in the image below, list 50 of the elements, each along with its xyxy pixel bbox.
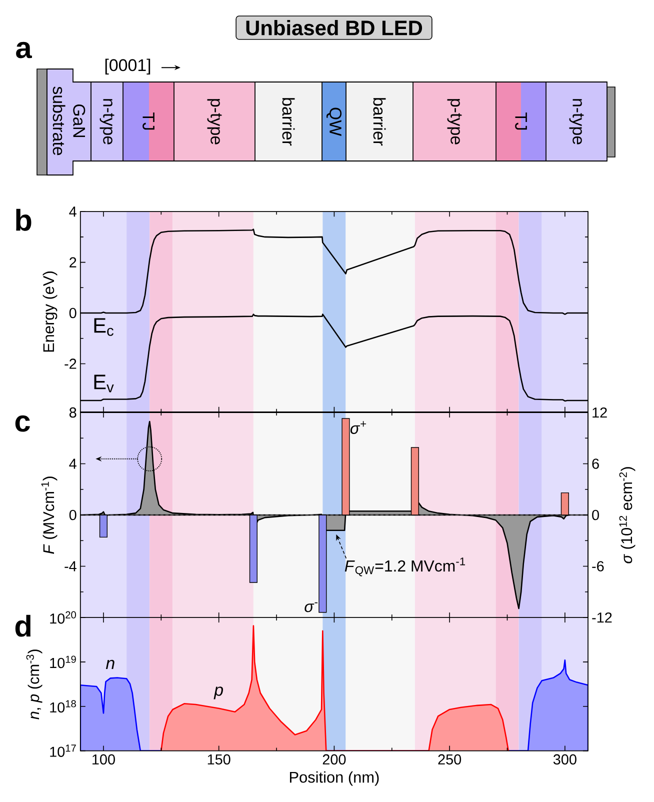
category-label: p-type [207, 99, 222, 144]
category-label: TJ [142, 112, 154, 130]
x-tick-label: 300 [553, 754, 576, 765]
chart-title: c [15, 415, 30, 432]
y2-tick-label: 6 [592, 458, 599, 469]
y2-axis-title: σ (10$^{12}$ ecm$^{-2}$) [619, 467, 636, 564]
category-label: barrier [373, 98, 386, 146]
text: a [16, 42, 32, 58]
y-axis-title: n, p (cm$^{-3}$) [26, 650, 42, 720]
y2-tick-label: -12 [592, 612, 612, 623]
x-tick-label: 200 [322, 754, 346, 765]
text: Unbiased BD LED [246, 20, 422, 36]
y-tick-label: 10$^{19}$ [50, 656, 76, 668]
annotation: F$_{QW}$=1.2 MVcm$^{-1}$ [344, 558, 466, 576]
annotation: σ$^{-}$ [304, 602, 318, 612]
chart-title: b [16, 208, 32, 231]
y2-tick-label: -6 [592, 561, 604, 572]
x-tick-label: 250 [438, 754, 462, 765]
annotation: σ$^{+}$ [350, 421, 366, 434]
category-label: QW [326, 108, 342, 136]
y-tick-label: 0 [69, 308, 76, 318]
x-axis-title: Position (nm) [290, 771, 379, 786]
chart-title: d [15, 614, 30, 637]
y2-tick-label: 0 [592, 510, 599, 520]
x-tick-label: 150 [208, 754, 230, 765]
y-tick-label: -4 [64, 561, 76, 572]
y-tick-label: 0 [69, 510, 76, 520]
category-label: barrier [282, 98, 295, 146]
category-label: p-type [447, 99, 462, 144]
x-tick-label: 100 [92, 754, 115, 765]
y-tick-label: 2 [70, 257, 76, 268]
legend-label: E$_{c}$ [94, 318, 114, 336]
y-tick-label: 10$^{20}$ [50, 611, 76, 624]
category-label: n-type [569, 99, 584, 144]
y-tick-label: -2 [64, 358, 76, 369]
series-label: n [106, 660, 114, 670]
category-label: TJ [515, 112, 527, 130]
y-axis-title: Energy (eV) [42, 272, 58, 352]
text: [0001] [105, 58, 150, 75]
category-label: n-type [100, 99, 114, 144]
y2-tick-label: 12 [592, 407, 607, 418]
y-tick-label: 10$^{17}$ [50, 744, 76, 757]
y-tick-label: 4 [69, 458, 76, 469]
y-tick-label: 10$^{18}$ [50, 700, 76, 713]
y-tick-label: 4 [69, 206, 76, 217]
category-label: GaN substrate [52, 86, 86, 156]
series-label: p [214, 686, 224, 700]
legend-label: E$_{v}$ [94, 374, 114, 392]
y-tick-label: 8 [69, 407, 76, 418]
y-axis-title: F (MVcm$^{-1}$) [41, 476, 58, 554]
